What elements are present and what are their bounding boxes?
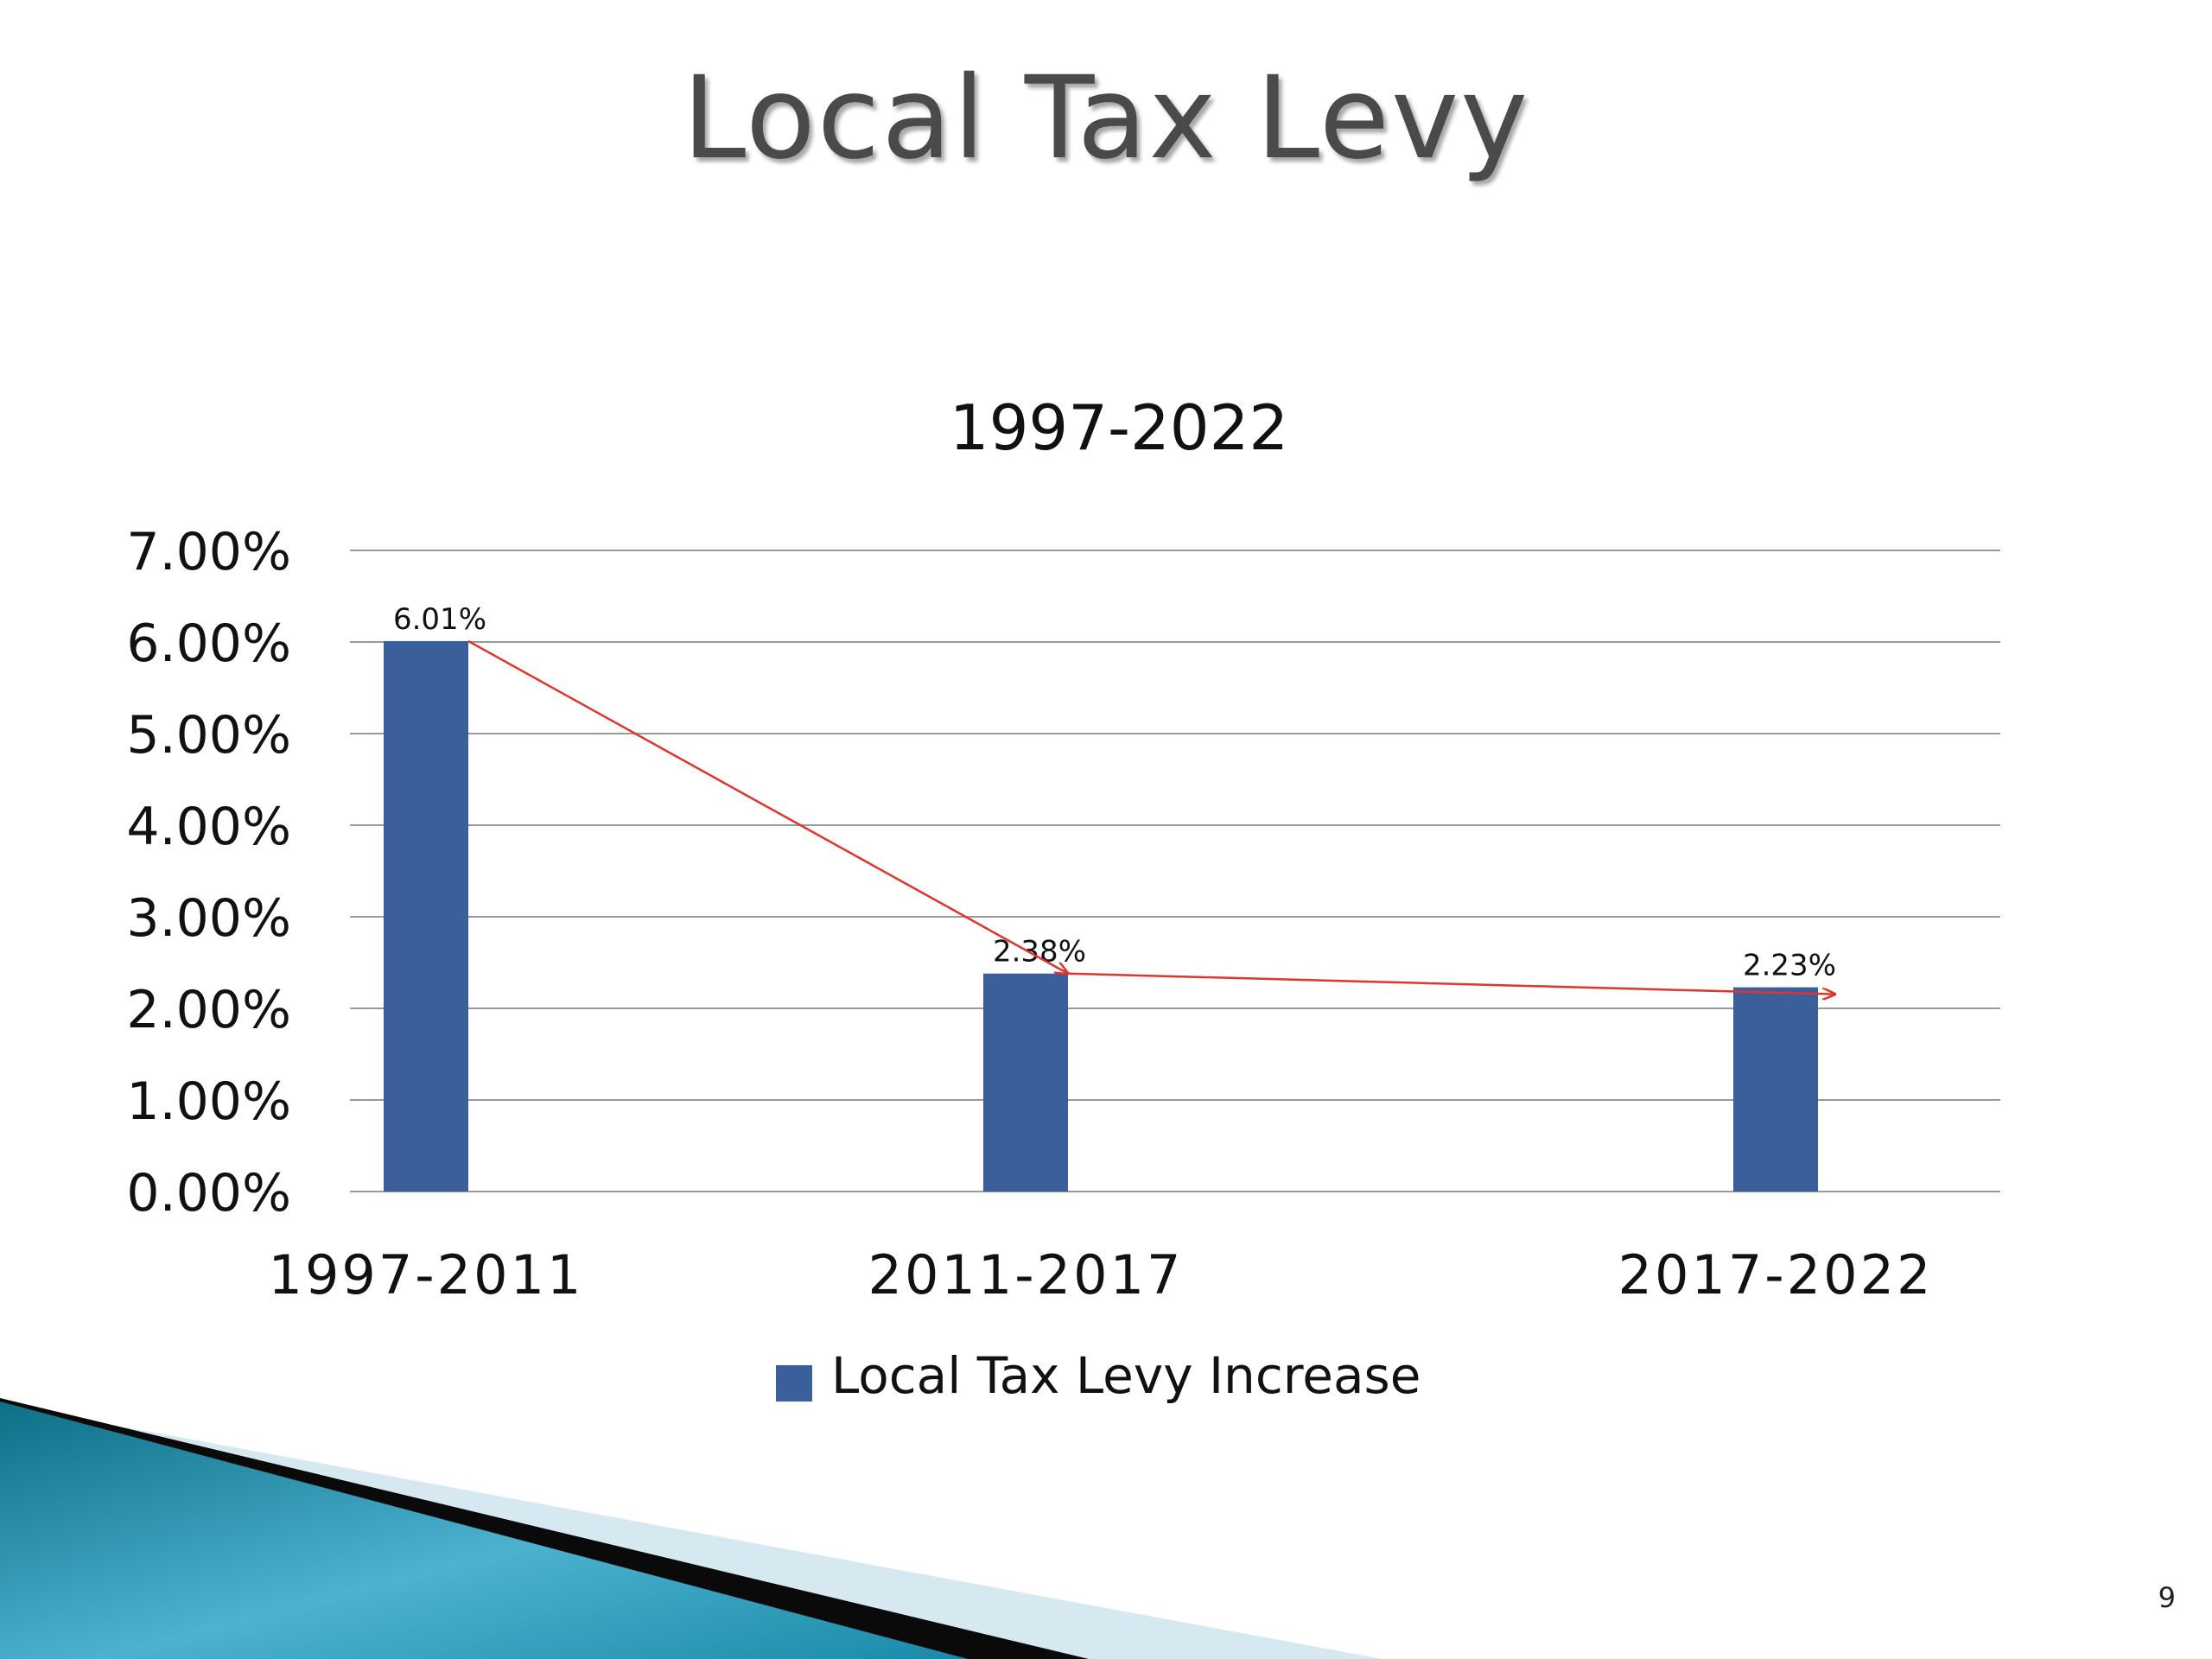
x-tick-label: 2017-2022: [1618, 1243, 1934, 1306]
bar: [983, 973, 1068, 1192]
bar: [1733, 987, 1818, 1192]
data-label: 6.01%: [393, 602, 486, 637]
y-tick-label: 2.00%: [126, 980, 291, 1040]
legend-swatch: [776, 1365, 812, 1402]
y-tick-label: 1.00%: [126, 1071, 291, 1132]
y-tick-label: 7.00%: [126, 522, 291, 582]
slide-title: Local Tax Levy: [682, 52, 1530, 185]
bar: [384, 640, 468, 1192]
swoosh-teal: [0, 1402, 968, 1659]
x-tick-label: 1997-2011: [269, 1243, 584, 1306]
legend-label: Local Tax Levy Increase: [831, 1346, 1421, 1405]
trend-arrow-segment: [1067, 972, 1835, 995]
bars: [384, 640, 1818, 1192]
data-labels: 6.01%2.38% 2.23%: [393, 602, 1836, 983]
x-tick-label: 2011-2017: [868, 1243, 1184, 1306]
legend: Local Tax Levy Increase: [776, 1346, 1421, 1405]
y-tick-label: 0.00%: [126, 1163, 291, 1224]
x-axis-tick-labels: 1997-2011 2011-2017 2017-2022: [269, 1243, 1934, 1306]
data-label: 2.23%: [1743, 949, 1836, 983]
gridlines: [350, 550, 2000, 1192]
y-tick-label: 5.00%: [126, 705, 291, 766]
trend-arrow-segment: [467, 639, 1068, 974]
y-tick-label: 4.00%: [126, 797, 291, 857]
y-tick-label: 6.00%: [126, 613, 291, 674]
y-tick-label: 3.00%: [126, 888, 291, 949]
y-axis-tick-labels: 0.00% 1.00% 2.00% 3.00% 4.00% 5.00% 6.00% 7.00%: [126, 522, 291, 1224]
slide-number: 9: [2158, 1581, 2176, 1614]
chart-title: 1997-2022: [950, 391, 1288, 464]
trend-arrow: [467, 639, 1835, 995]
